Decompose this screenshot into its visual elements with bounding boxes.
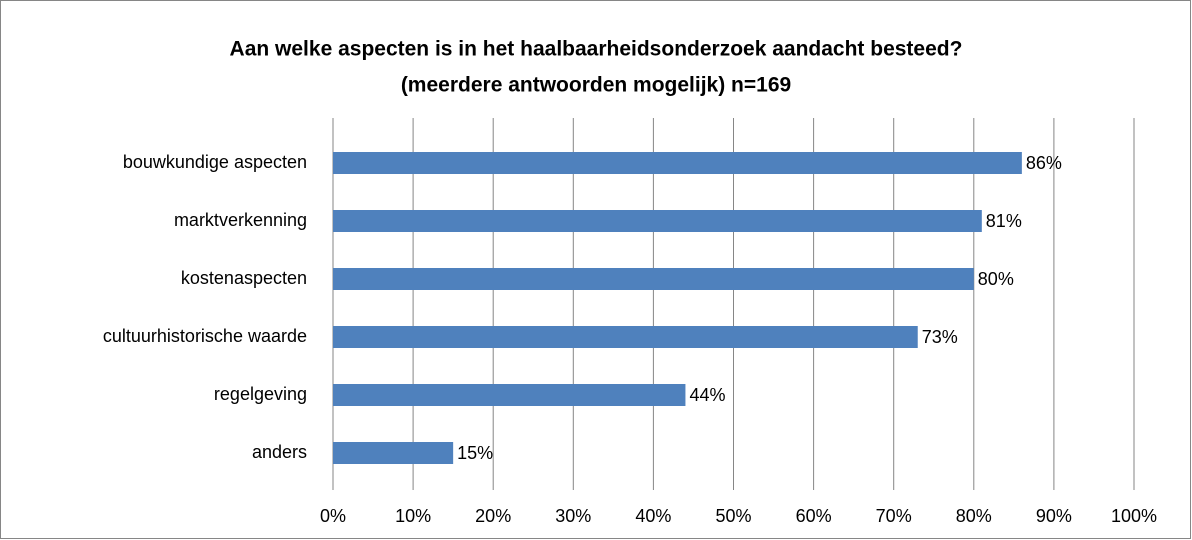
x-tick-label: 80% (956, 506, 992, 526)
x-tick-label: 30% (555, 506, 591, 526)
value-label: 15% (457, 443, 493, 463)
y-tick-label: cultuurhistorische waarde (103, 326, 307, 346)
value-label: 80% (978, 269, 1014, 289)
bar (333, 384, 686, 406)
y-tick-label: regelgeving (214, 384, 307, 404)
bar (333, 268, 974, 290)
x-tick-label: 60% (796, 506, 832, 526)
value-label: 44% (689, 385, 725, 405)
x-tick-label: 20% (475, 506, 511, 526)
bar (333, 152, 1022, 174)
x-tick-label: 40% (635, 506, 671, 526)
x-tick-label: 10% (395, 506, 431, 526)
x-tick-label: 70% (876, 506, 912, 526)
y-tick-label: kostenaspecten (181, 268, 307, 288)
bar (333, 326, 918, 348)
chart-title: (meerdere antwoorden mogelijk) n=169 (401, 74, 791, 97)
value-label: 81% (986, 211, 1022, 231)
x-tick-label: 50% (715, 506, 751, 526)
x-tick-label: 0% (320, 506, 346, 526)
bar (333, 210, 982, 232)
chart-title: Aan welke aspecten is in het haalbaarhei… (230, 38, 963, 61)
y-tick-label: marktverkenning (174, 210, 307, 230)
value-label: 86% (1026, 153, 1062, 173)
value-label: 73% (922, 327, 958, 347)
bar (333, 442, 454, 464)
x-tick-label: 100% (1111, 506, 1157, 526)
y-tick-label: bouwkundige aspecten (123, 152, 307, 172)
x-tick-label: 90% (1036, 506, 1072, 526)
y-tick-label: anders (252, 442, 307, 462)
